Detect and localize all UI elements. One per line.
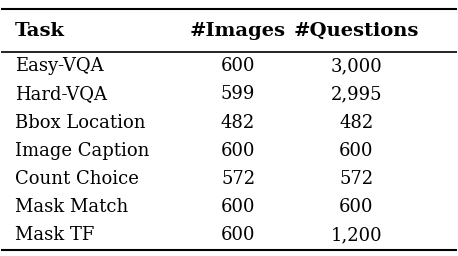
Text: Count Choice: Count Choice [15,170,139,188]
Text: 600: 600 [339,198,374,216]
Text: 1,200: 1,200 [331,227,382,244]
Text: Mask Match: Mask Match [15,198,128,216]
Text: 600: 600 [221,198,256,216]
Text: Task: Task [15,22,65,39]
Text: 3,000: 3,000 [331,57,382,75]
Text: 482: 482 [339,114,374,132]
Text: 572: 572 [221,170,255,188]
Text: Image Caption: Image Caption [15,142,149,160]
Text: Hard-VQA: Hard-VQA [15,85,107,103]
Text: 2,995: 2,995 [331,85,382,103]
Text: 600: 600 [221,227,256,244]
Text: #Questions: #Questions [294,22,419,39]
Text: Bbox Location: Bbox Location [15,114,146,132]
Text: 572: 572 [339,170,374,188]
Text: 600: 600 [339,142,374,160]
Text: #Images: #Images [190,22,286,39]
Text: 599: 599 [221,85,255,103]
Text: 482: 482 [221,114,255,132]
Text: 600: 600 [221,57,256,75]
Text: Easy-VQA: Easy-VQA [15,57,104,75]
Text: Mask TF: Mask TF [15,227,94,244]
Text: 600: 600 [221,142,256,160]
